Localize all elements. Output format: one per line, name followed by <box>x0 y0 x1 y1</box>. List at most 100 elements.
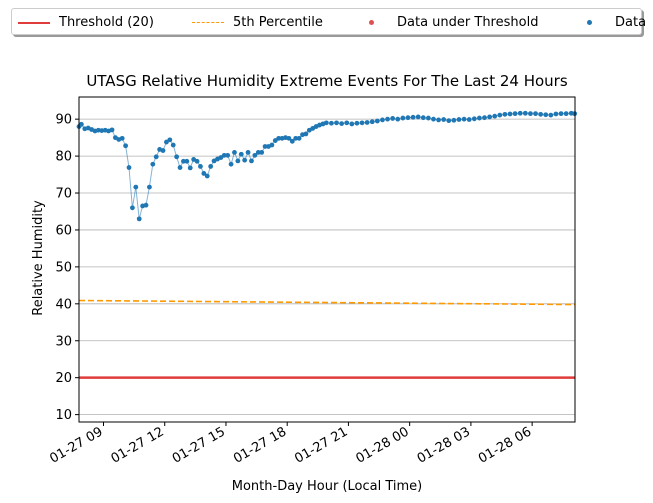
data-point-76 <box>339 121 345 126</box>
data-point-88 <box>400 115 406 121</box>
data-point-48 <box>238 151 244 157</box>
y-tick-label-60: 60 <box>55 223 72 238</box>
data-point-18 <box>136 216 142 222</box>
data-point-94 <box>431 116 436 122</box>
data-point-28 <box>170 142 176 148</box>
data-point-101 <box>466 117 472 122</box>
data-point-10 <box>109 127 115 133</box>
data-point-31 <box>181 158 186 164</box>
data-point-111 <box>517 110 523 116</box>
legend-entry-5th-percentile: 5th Percentile <box>192 9 323 36</box>
legend-entry-data-under-threshold: Data under Threshold <box>356 9 538 36</box>
data-point-35 <box>194 158 200 164</box>
y-tick-label-90: 90 <box>55 113 72 128</box>
legend-entry-threshold: Threshold (20) <box>18 9 154 36</box>
data-point-13 <box>119 135 125 141</box>
data-point-58 <box>272 138 278 143</box>
data-point-57 <box>269 142 275 148</box>
data-point-17 <box>133 184 139 190</box>
data-point-65 <box>296 135 302 141</box>
data-point-62 <box>286 135 292 141</box>
data-point-80 <box>359 120 365 126</box>
data-point-99 <box>456 117 462 122</box>
data-point-46 <box>232 149 237 155</box>
data-point-14 <box>123 143 129 149</box>
x-tick-label-7: 01-28 06 <box>476 424 534 466</box>
data-point-120 <box>563 111 569 117</box>
data-point-118 <box>553 111 559 117</box>
data-point-96 <box>441 117 447 122</box>
y-tick-label-50: 50 <box>55 260 72 275</box>
data-point-115 <box>538 111 544 117</box>
data-point-49 <box>242 157 248 163</box>
data-point-52 <box>252 152 258 158</box>
data-point-45 <box>228 161 234 167</box>
x-tick-label-2: 01-27 15 <box>170 424 228 466</box>
data-point-110 <box>512 111 518 117</box>
data-point-114 <box>533 111 538 117</box>
legend-under-threshold-dot-swatch <box>356 17 388 29</box>
data-point-20 <box>143 202 149 208</box>
data-point-59 <box>276 135 282 141</box>
data-point-42 <box>218 155 224 160</box>
data-point-97 <box>446 118 452 124</box>
data-point-90 <box>410 114 416 120</box>
data-point-83 <box>374 118 380 124</box>
data-point-113 <box>528 111 533 117</box>
y-tick-label-70: 70 <box>55 187 72 202</box>
data-point-47 <box>235 158 241 164</box>
data-points <box>76 110 578 222</box>
data-point-39 <box>208 164 214 169</box>
data-point-37 <box>201 171 207 176</box>
legend-threshold-line-swatch <box>18 17 50 29</box>
data-point-16 <box>130 205 135 211</box>
data-point-55 <box>262 144 268 149</box>
data-point-106 <box>492 113 498 119</box>
data-point-100 <box>461 116 467 122</box>
data-point-54 <box>259 149 265 155</box>
data-point-38 <box>204 173 210 179</box>
data-point-27 <box>167 137 173 143</box>
x-tick-label-0: 01-27 09 <box>47 424 105 466</box>
data-point-84 <box>380 117 385 123</box>
legend-label-5th-percentile: 5th Percentile <box>233 15 323 30</box>
data-point-104 <box>482 115 487 121</box>
data-point-77 <box>344 120 350 126</box>
data-point-109 <box>507 111 513 117</box>
data-point-1 <box>78 121 84 127</box>
data-point-107 <box>497 112 503 118</box>
data-point-91 <box>415 114 421 120</box>
data-point-75 <box>334 120 339 126</box>
data-point-74 <box>329 120 334 126</box>
data-point-86 <box>390 116 396 121</box>
y-tick-label-20: 20 <box>55 371 72 386</box>
x-tick-label-1: 01-27 12 <box>109 424 167 466</box>
axes-frame <box>78 96 576 423</box>
data-point-22 <box>150 161 156 167</box>
percentile-5th-line <box>78 299 576 306</box>
data-point-50 <box>245 149 251 155</box>
data-point-119 <box>558 111 564 117</box>
data-point-117 <box>548 112 554 118</box>
data-point-32 <box>184 158 190 164</box>
y-tick-label-10: 10 <box>55 408 72 423</box>
y-tick-label-40: 40 <box>55 297 72 312</box>
reference-lines <box>78 299 576 379</box>
data-point-73 <box>323 120 329 126</box>
data-point-43 <box>221 152 227 158</box>
data-point-67 <box>303 131 309 137</box>
x-tick-label-4: 01-27 21 <box>292 424 350 466</box>
data-point-85 <box>385 116 390 122</box>
data-point-15 <box>126 165 132 170</box>
data-point-102 <box>471 116 477 122</box>
data-point-23 <box>153 154 159 160</box>
data-point-105 <box>487 114 493 120</box>
legend-data-dot-swatch <box>574 17 606 29</box>
legend-percentile-line-swatch <box>192 17 224 29</box>
data-point-33 <box>187 165 193 171</box>
data-point-95 <box>436 117 441 123</box>
data-point-44 <box>225 152 231 158</box>
x-axis-ticks: 01-27 09 01-27 12 01-27 15 01-27 18 01-27 21… <box>47 422 534 467</box>
